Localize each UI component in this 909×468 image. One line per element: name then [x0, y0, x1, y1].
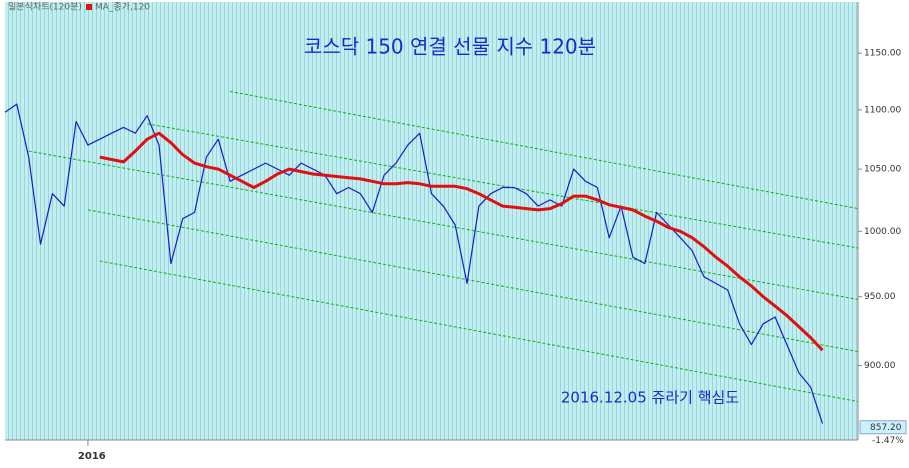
- legend-label: MA_종가,120: [95, 2, 150, 13]
- y-tick-label: 1050.00: [864, 165, 901, 175]
- y-tick-label: 950.00: [864, 292, 896, 302]
- annotation: 2016.12.05 쥬라기 핵심도: [561, 389, 739, 407]
- x-tick-label: 2016: [78, 451, 106, 462]
- trend-line: [147, 123, 859, 249]
- trend-line: [28, 150, 859, 300]
- change-label: -1.47%: [872, 436, 904, 446]
- last-value-box: [859, 420, 907, 435]
- ma-line: [99, 131, 824, 352]
- legend-swatch: [86, 4, 92, 10]
- trend-line: [230, 90, 859, 210]
- legend-label: 일본식차트(120분): [8, 1, 82, 13]
- y-tick-label: 900.00: [864, 361, 896, 371]
- price-line: [4, 103, 824, 424]
- trend-line: [99, 260, 859, 403]
- chart-title: 코스닥 150 연결 선물 지수 120분: [304, 35, 596, 59]
- last-value-label: 857.20: [870, 423, 902, 433]
- trend-line: [87, 209, 859, 353]
- y-tick-label: 1150.00: [864, 49, 901, 59]
- y-tick-label: 1000.00: [864, 227, 901, 237]
- plot-area: [5, 2, 858, 440]
- y-tick-label: 1100.00: [864, 105, 901, 115]
